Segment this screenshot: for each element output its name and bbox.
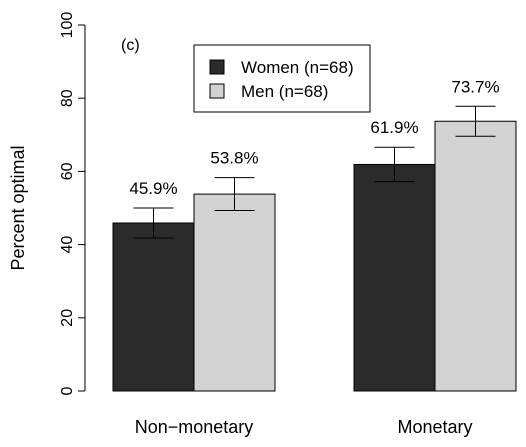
y-axis: 0 20 40 60 80 100: [59, 12, 86, 395]
bar-men-monetary: [434, 120, 517, 392]
bar-women-monetary: [353, 163, 436, 392]
panel-label: (c): [121, 37, 140, 54]
data-label-women-monetary: 61.9%: [370, 118, 418, 137]
bar-women-non-monetary: [112, 222, 195, 392]
data-label-women-non-monetary: 45.9%: [129, 179, 177, 198]
legend-label-women: Women (n=68): [241, 58, 354, 77]
y-tick-label-60: 60: [59, 162, 76, 180]
y-tick-label-80: 80: [59, 89, 76, 107]
data-labels: 45.9% 53.8% 61.9% 73.7%: [129, 77, 499, 198]
legend-label-men: Men (n=68): [241, 82, 328, 101]
data-label-men-monetary: 73.7%: [451, 77, 499, 96]
y-tick-label-100: 100: [59, 12, 76, 39]
category-label-non-monetary: Non−monetary: [135, 417, 254, 437]
legend: Women (n=68) Men (n=68): [193, 44, 371, 113]
legend-box: [193, 44, 371, 113]
bars: [112, 120, 517, 392]
data-label-men-non-monetary: 53.8%: [210, 149, 258, 168]
y-tick-label-20: 20: [59, 309, 76, 327]
y-axis-title: Percent optimal: [8, 145, 28, 270]
error-bars: [133, 105, 496, 239]
y-tick-label-0: 0: [59, 386, 76, 395]
bar-men-non-monetary: [193, 193, 276, 392]
legend-swatch-men: [209, 83, 225, 99]
category-labels: Non−monetary Monetary: [135, 417, 473, 437]
category-label-monetary: Monetary: [397, 417, 472, 437]
legend-swatch-women: [209, 59, 225, 75]
y-tick-label-40: 40: [59, 236, 76, 254]
